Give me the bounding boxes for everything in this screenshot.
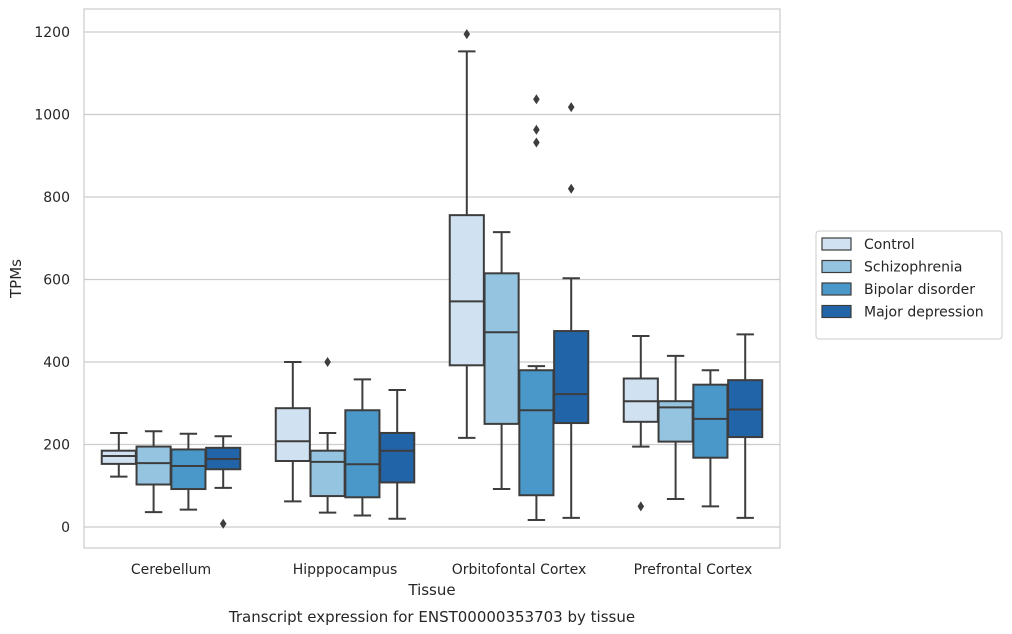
box-body xyxy=(553,330,590,425)
x-tick-label-orbitofontal-cortex: Orbitofontal Cortex xyxy=(452,562,587,578)
box-body xyxy=(448,214,485,367)
outlier-point xyxy=(463,29,471,40)
legend-swatch xyxy=(821,282,852,296)
outlier-point xyxy=(567,183,575,194)
legend: Control Schizophrenia Bipolar disorder Majo… xyxy=(815,230,1003,340)
outlier-point xyxy=(533,137,540,148)
box-orbitofontal-cortex-major-depression xyxy=(553,102,590,519)
y-axis-label: TPMs xyxy=(7,259,25,299)
x-tick-label-cerebellum: Cerebellum xyxy=(131,562,211,578)
plot-frame xyxy=(83,8,781,549)
box-hipppocampus-control xyxy=(274,361,311,503)
legend-label: Control xyxy=(864,237,915,253)
box-hipppocampus-bipolar-disorder xyxy=(344,378,381,517)
outlier-point xyxy=(219,518,227,529)
legend-swatch xyxy=(821,304,852,319)
box-body xyxy=(344,409,381,499)
x-axis-label: Tissue xyxy=(407,581,455,599)
box-cerebellum-bipolar-disorder xyxy=(170,432,207,511)
box-body xyxy=(622,377,659,423)
box-cerebellum-control xyxy=(100,431,137,478)
box-body xyxy=(379,431,416,484)
legend-label: Major depression xyxy=(864,305,984,321)
legend-label: Schizophrenia xyxy=(864,260,962,276)
outlier-point xyxy=(533,124,540,135)
legend-entry-schizophrenia: Schizophrenia xyxy=(821,259,962,276)
x-tick-label-hipppocampus: Hipppocampus xyxy=(293,562,398,578)
box-cerebellum-major-depression xyxy=(205,435,242,529)
box-prefrontal-cortex-control xyxy=(622,335,659,512)
box-body xyxy=(100,449,137,465)
y-tick-label-0: 0 xyxy=(61,520,70,536)
legend-frame xyxy=(815,230,1003,340)
legend-entry-control: Control xyxy=(821,237,915,253)
legend-swatch xyxy=(821,237,852,251)
box-hipppocampus-major-depression xyxy=(379,389,416,520)
y-tick-label-200: 200 xyxy=(43,438,70,454)
x-tick-label-prefrontal-cortex: Prefrontal Cortex xyxy=(634,562,753,578)
boxes xyxy=(100,29,764,529)
outlier-point xyxy=(533,94,540,105)
outlier-point xyxy=(567,102,575,113)
y-tick-label-1000: 1000 xyxy=(34,108,70,124)
legend-entry-major-depression: Major depression xyxy=(821,304,984,321)
y-tick-labels: 0 200 400 600 800 1000 1200 xyxy=(34,25,70,536)
box-body xyxy=(483,272,520,425)
gridlines xyxy=(84,31,780,528)
box-body xyxy=(274,407,311,463)
legend-entry-bipolar-disorder: Bipolar disorder xyxy=(821,282,975,298)
box-cerebellum-schizophrenia xyxy=(135,430,172,514)
box-orbitofontal-cortex-schizophrenia xyxy=(483,231,520,491)
box-body xyxy=(692,383,729,459)
box-body xyxy=(170,448,207,491)
box-orbitofontal-cortex-bipolar-disorder xyxy=(518,94,555,521)
y-tick-label-600: 600 xyxy=(43,273,70,289)
outlier-point xyxy=(324,357,331,367)
box-body xyxy=(309,449,346,498)
y-tick-label-1200: 1200 xyxy=(34,25,70,41)
box-hipppocampus-schizophrenia xyxy=(309,357,346,514)
box-prefrontal-cortex-schizophrenia xyxy=(657,354,694,500)
y-tick-label-400: 400 xyxy=(43,355,70,371)
box-body xyxy=(518,369,555,497)
box-orbitofontal-cortex-control xyxy=(448,29,485,439)
box-body xyxy=(135,445,172,486)
chart-caption: Transcript expression for ENST0000035370… xyxy=(228,608,635,626)
box-prefrontal-cortex-bipolar-disorder xyxy=(692,369,729,508)
legend-swatch xyxy=(821,259,852,274)
box-prefrontal-cortex-major-depression xyxy=(727,333,764,519)
outlier-point xyxy=(637,501,645,512)
x-tick-labels: Cerebellum Hipppocampus Orbitofontal Corte… xyxy=(131,562,752,578)
legend-label: Bipolar disorder xyxy=(864,282,975,298)
y-tick-label-800: 800 xyxy=(43,190,70,206)
